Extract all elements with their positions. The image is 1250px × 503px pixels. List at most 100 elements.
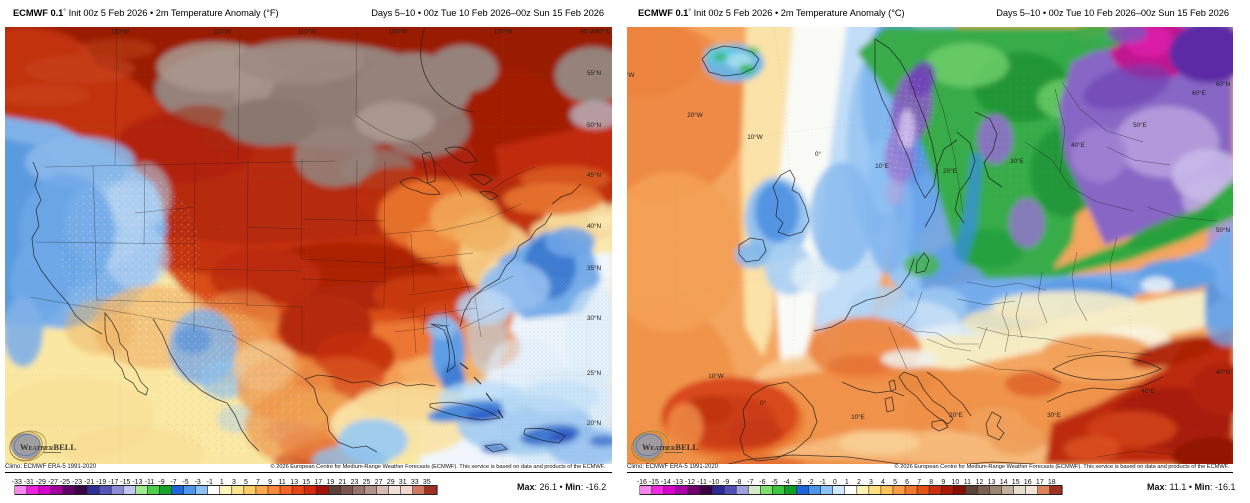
svg-text:-1: -1 bbox=[820, 479, 826, 486]
svg-text:3: 3 bbox=[869, 479, 873, 486]
svg-text:20°E: 20°E bbox=[943, 167, 957, 175]
svg-text:-12: -12 bbox=[685, 479, 695, 486]
svg-text:1: 1 bbox=[219, 479, 223, 486]
svg-text:-4: -4 bbox=[784, 479, 790, 486]
svg-text:2: 2 bbox=[857, 479, 861, 486]
svg-text:15: 15 bbox=[1012, 479, 1020, 486]
svg-text:-29: -29 bbox=[35, 479, 45, 486]
svg-text:WEATHERBELL: WEATHERBELL bbox=[20, 442, 76, 452]
svg-text:30°E: 30°E bbox=[1047, 411, 1061, 419]
svg-text:95°W: 95°W bbox=[580, 28, 596, 36]
svg-text:11: 11 bbox=[278, 479, 285, 486]
svg-text:-11: -11 bbox=[698, 479, 708, 486]
svg-text:-21: -21 bbox=[84, 479, 94, 486]
svg-text:4: 4 bbox=[881, 479, 885, 486]
svg-text:23: 23 bbox=[350, 479, 358, 486]
svg-text:6: 6 bbox=[905, 479, 909, 486]
svg-text:10°W: 10°W bbox=[747, 133, 763, 141]
svg-text:105°W: 105°W bbox=[389, 28, 408, 36]
svg-text:-13: -13 bbox=[673, 479, 683, 486]
svg-text:110°W: 110°W bbox=[298, 28, 317, 36]
svg-text:40°E: 40°E bbox=[1071, 141, 1085, 149]
svg-text:0°: 0° bbox=[815, 150, 822, 158]
svg-text:17: 17 bbox=[1036, 479, 1044, 486]
svg-text:-27: -27 bbox=[47, 479, 57, 486]
svg-text:15: 15 bbox=[302, 479, 310, 486]
svg-text:40°N: 40°N bbox=[1216, 368, 1231, 376]
svg-text:7: 7 bbox=[256, 479, 260, 486]
svg-text:13: 13 bbox=[988, 479, 996, 486]
svg-text:11: 11 bbox=[964, 479, 971, 486]
svg-text:-2: -2 bbox=[808, 479, 814, 486]
svg-text:50°N: 50°N bbox=[587, 121, 602, 129]
svg-text:25: 25 bbox=[362, 479, 370, 486]
svg-text:13: 13 bbox=[290, 479, 298, 486]
svg-text:-1: -1 bbox=[206, 479, 212, 486]
svg-text:-9: -9 bbox=[158, 479, 164, 486]
svg-text:-7: -7 bbox=[747, 479, 753, 486]
svg-text:7: 7 bbox=[918, 479, 922, 486]
svg-text:-25: -25 bbox=[59, 479, 69, 486]
svg-text:50°E: 50°E bbox=[1133, 121, 1147, 129]
svg-text:-8: -8 bbox=[735, 479, 741, 486]
svg-text:31: 31 bbox=[398, 479, 406, 486]
svg-text:18: 18 bbox=[1048, 479, 1056, 486]
svg-text:-15: -15 bbox=[649, 479, 659, 486]
svg-text:30°E: 30°E bbox=[1010, 157, 1024, 165]
svg-text:120°W: 120°W bbox=[111, 28, 130, 36]
svg-text:-9: -9 bbox=[723, 479, 729, 486]
svg-text:-15: -15 bbox=[120, 479, 130, 486]
svg-text:3: 3 bbox=[231, 479, 235, 486]
svg-text:30°N: 30°N bbox=[587, 314, 602, 322]
svg-text:-17: -17 bbox=[108, 479, 118, 486]
svg-text:-33: -33 bbox=[11, 479, 21, 486]
svg-text:33: 33 bbox=[410, 479, 418, 486]
svg-text:115°W: 115°W bbox=[213, 28, 232, 36]
svg-text:20°W: 20°W bbox=[687, 111, 703, 119]
svg-text:-11: -11 bbox=[144, 479, 154, 486]
svg-text:45°N: 45°N bbox=[587, 171, 602, 179]
svg-text:27: 27 bbox=[374, 479, 382, 486]
svg-text:-14: -14 bbox=[661, 479, 671, 486]
svg-text:19: 19 bbox=[326, 479, 334, 486]
svg-text:-7: -7 bbox=[170, 479, 176, 486]
svg-text:21: 21 bbox=[338, 479, 346, 486]
svg-text:55°N: 55°N bbox=[587, 69, 602, 77]
svg-text:-5: -5 bbox=[182, 479, 188, 486]
svg-text:35: 35 bbox=[422, 479, 430, 486]
svg-text:5: 5 bbox=[893, 479, 897, 486]
svg-text:-5: -5 bbox=[772, 479, 778, 486]
svg-text:35°N: 35°N bbox=[587, 264, 602, 272]
svg-text:-6: -6 bbox=[760, 479, 766, 486]
svg-text:-3: -3 bbox=[194, 479, 200, 486]
svg-text:10°E: 10°E bbox=[875, 162, 889, 170]
svg-text:-23: -23 bbox=[72, 479, 82, 486]
svg-text:30°W: 30°W bbox=[627, 71, 635, 79]
svg-text:-13: -13 bbox=[132, 479, 142, 486]
svg-text:-16: -16 bbox=[637, 479, 647, 486]
svg-text:60°E: 60°E bbox=[1192, 89, 1206, 97]
svg-text:-10: -10 bbox=[709, 479, 719, 486]
svg-text:17: 17 bbox=[314, 479, 322, 486]
svg-text:0: 0 bbox=[833, 479, 837, 486]
svg-text:25°N: 25°N bbox=[587, 369, 602, 377]
svg-text:0°: 0° bbox=[760, 399, 767, 407]
svg-text:16: 16 bbox=[1024, 479, 1032, 486]
svg-text:8: 8 bbox=[930, 479, 934, 486]
svg-text:40°N: 40°N bbox=[587, 222, 602, 230]
svg-text:14: 14 bbox=[1000, 479, 1008, 486]
svg-text:50°N: 50°N bbox=[1216, 226, 1231, 234]
svg-text:60°N: 60°N bbox=[1216, 80, 1231, 88]
svg-text:-3: -3 bbox=[796, 479, 802, 486]
svg-text:9: 9 bbox=[268, 479, 272, 486]
svg-text:10: 10 bbox=[952, 479, 960, 486]
svg-text:10°E: 10°E bbox=[851, 413, 865, 421]
svg-text:40°E: 40°E bbox=[1141, 387, 1155, 395]
svg-text:20°E: 20°E bbox=[949, 411, 963, 419]
svg-text:60°N: 60°N bbox=[596, 28, 611, 36]
svg-text:1: 1 bbox=[845, 479, 849, 486]
svg-text:20°N: 20°N bbox=[587, 419, 602, 427]
svg-text:29: 29 bbox=[386, 479, 394, 486]
svg-text:10°W: 10°W bbox=[708, 372, 724, 380]
svg-text:100°W: 100°W bbox=[494, 28, 513, 36]
